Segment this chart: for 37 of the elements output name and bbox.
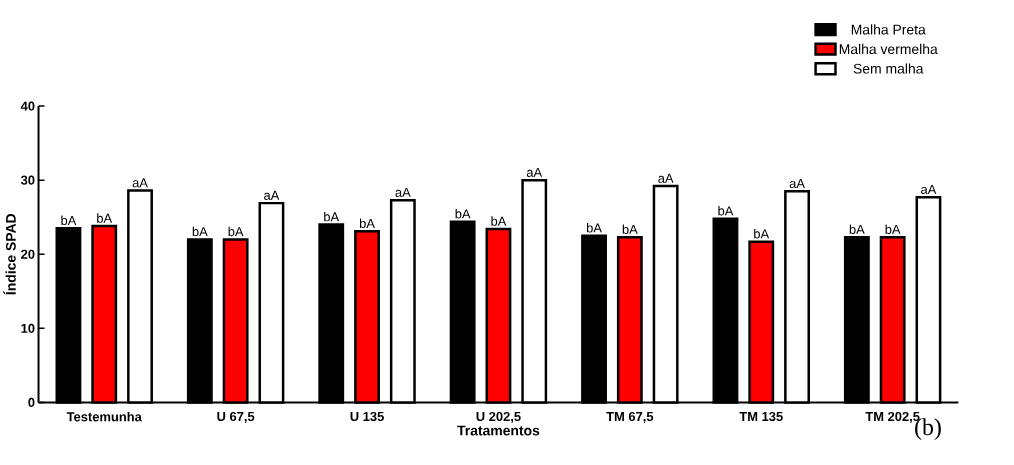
legend-label: Malha Preta — [851, 24, 926, 35]
x-axis-title: Tratamentos — [457, 425, 540, 436]
data-label: bA — [754, 228, 770, 239]
y-tick-label: 10 — [21, 323, 35, 333]
data-label: aA — [789, 178, 805, 188]
x-tick-label: U 202,5 — [476, 411, 521, 423]
data-label: aA — [264, 190, 280, 200]
x-tick-label: Testemunha — [66, 411, 142, 422]
data-label: aA — [395, 187, 411, 197]
data-label: bA — [455, 208, 471, 219]
x-tick-label: U 135 — [350, 411, 384, 421]
data-label: bA — [622, 224, 638, 234]
data-label: aA — [658, 173, 674, 183]
data-label: bA — [97, 213, 113, 223]
data-label: bA — [885, 224, 901, 234]
data-label: bA — [359, 218, 375, 228]
x-tick-label: TM 67,5 — [606, 411, 654, 423]
x-tick-label: U 67,5 — [217, 411, 255, 423]
y-axis-title: Índice SPAD — [3, 213, 16, 295]
data-label: aA — [526, 167, 543, 177]
legend-label: Malha vermelha — [839, 43, 938, 54]
y-tick-label: 20 — [21, 249, 35, 259]
data-label: aA — [921, 184, 937, 194]
data-label: bA — [324, 211, 340, 222]
data-label: bA — [849, 224, 865, 234]
data-label: bA — [586, 222, 602, 233]
y-tick-label: 30 — [20, 175, 35, 185]
data-label: aA — [132, 178, 148, 188]
y-tick-label: 0 — [28, 397, 35, 407]
data-label: bA — [718, 205, 734, 216]
data-label: bA — [491, 216, 507, 226]
data-label: bA — [192, 226, 208, 236]
x-tick-label: TM 135 — [739, 411, 783, 421]
y-tick-label: 40 — [20, 101, 35, 111]
legend-label: Sem malha — [853, 63, 924, 74]
data-label: bA — [61, 215, 77, 225]
data-label: bA — [228, 226, 244, 236]
